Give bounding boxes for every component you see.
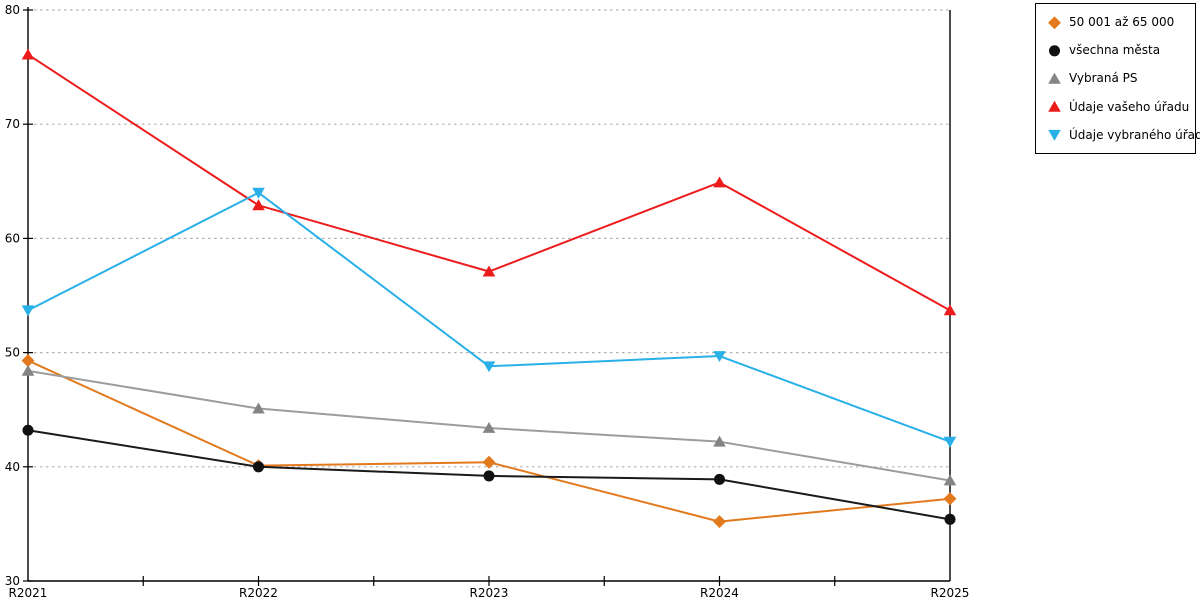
data-point-s1-0 [22, 424, 34, 436]
legend-item-label: všechna města [1069, 43, 1161, 58]
series-line-0 [27, 359, 951, 523]
data-point-s2-2 [482, 421, 496, 433]
legend-box: 50 001 až 65 000 všechna města Vybraná PS Ú… [1035, 3, 1200, 154]
legend-item-label: 50 001 až 65 000 [1069, 15, 1175, 30]
legend-item-0: 50 001 až 65 000 [1047, 15, 1191, 30]
triangle-up-glyph [1048, 72, 1061, 84]
data-point-s0-2 [482, 455, 496, 469]
data-point-s4-3 [713, 351, 726, 363]
data-point-s0-0 [21, 354, 35, 368]
triangle-up-icon [1048, 100, 1061, 112]
data-point-s4-1 [252, 187, 265, 199]
y-tick-label: 50 [5, 346, 20, 360]
data-point-s2-4 [943, 474, 957, 486]
y-tick-label: 30 [5, 574, 20, 588]
y-tick-label: 80 [5, 3, 20, 17]
data-point-s3-3 [713, 176, 726, 188]
data-point-s2-1 [252, 402, 265, 414]
triangle-up-icon [1048, 72, 1061, 84]
data-point-s2-3 [713, 435, 726, 447]
data-point-s1-1 [252, 461, 265, 473]
y-tick-label: 70 [5, 117, 20, 131]
x-tick-label: R2021 [9, 586, 48, 600]
y-tick-label: 40 [5, 460, 20, 474]
series-line-4 [27, 191, 951, 443]
legend-item-3: Údaje vašeho úřadu [1047, 99, 1191, 114]
data-point-s1-4 [944, 513, 956, 525]
data-point-s3-4 [943, 304, 957, 316]
legend-item-label: Údaje vašeho úřadu [1069, 99, 1190, 114]
x-tick-label: R2024 [700, 586, 739, 600]
triangle-down-icon [1048, 130, 1061, 142]
data-point-s0-3 [713, 515, 726, 529]
legend-item-label: Údaje vybraného úřadu [1069, 127, 1200, 142]
diamond-icon [1048, 15, 1061, 29]
data-point-s3-1 [252, 199, 265, 211]
circle-glyph [1048, 45, 1061, 57]
data-point-s1-2 [483, 470, 495, 482]
legend-item-label: Vybraná PS [1069, 71, 1138, 86]
legend-item-4: Údaje vybraného úřadu [1047, 127, 1200, 142]
data-point-s1-3 [713, 473, 726, 485]
legend-item-1: všechna města [1047, 43, 1191, 58]
data-point-s4-0 [21, 305, 35, 317]
x-tick-label: R2022 [239, 586, 278, 600]
circle-icon [1048, 45, 1061, 57]
data-point-s4-4 [943, 436, 957, 448]
data-point-s3-0 [21, 48, 35, 60]
diamond-glyph [1048, 15, 1061, 29]
x-tick-label: R2025 [931, 586, 970, 600]
data-point-s2-0 [21, 364, 35, 376]
x-tick-label: R2023 [470, 586, 509, 600]
data-point-s3-2 [482, 265, 496, 277]
y-tick-label: 60 [5, 231, 20, 245]
data-point-s4-2 [482, 361, 496, 373]
legend-item-2: Vybraná PS [1047, 71, 1191, 86]
triangle-up-glyph [1048, 100, 1061, 112]
triangle-down-glyph [1048, 130, 1061, 142]
data-point-s0-4 [943, 492, 957, 506]
